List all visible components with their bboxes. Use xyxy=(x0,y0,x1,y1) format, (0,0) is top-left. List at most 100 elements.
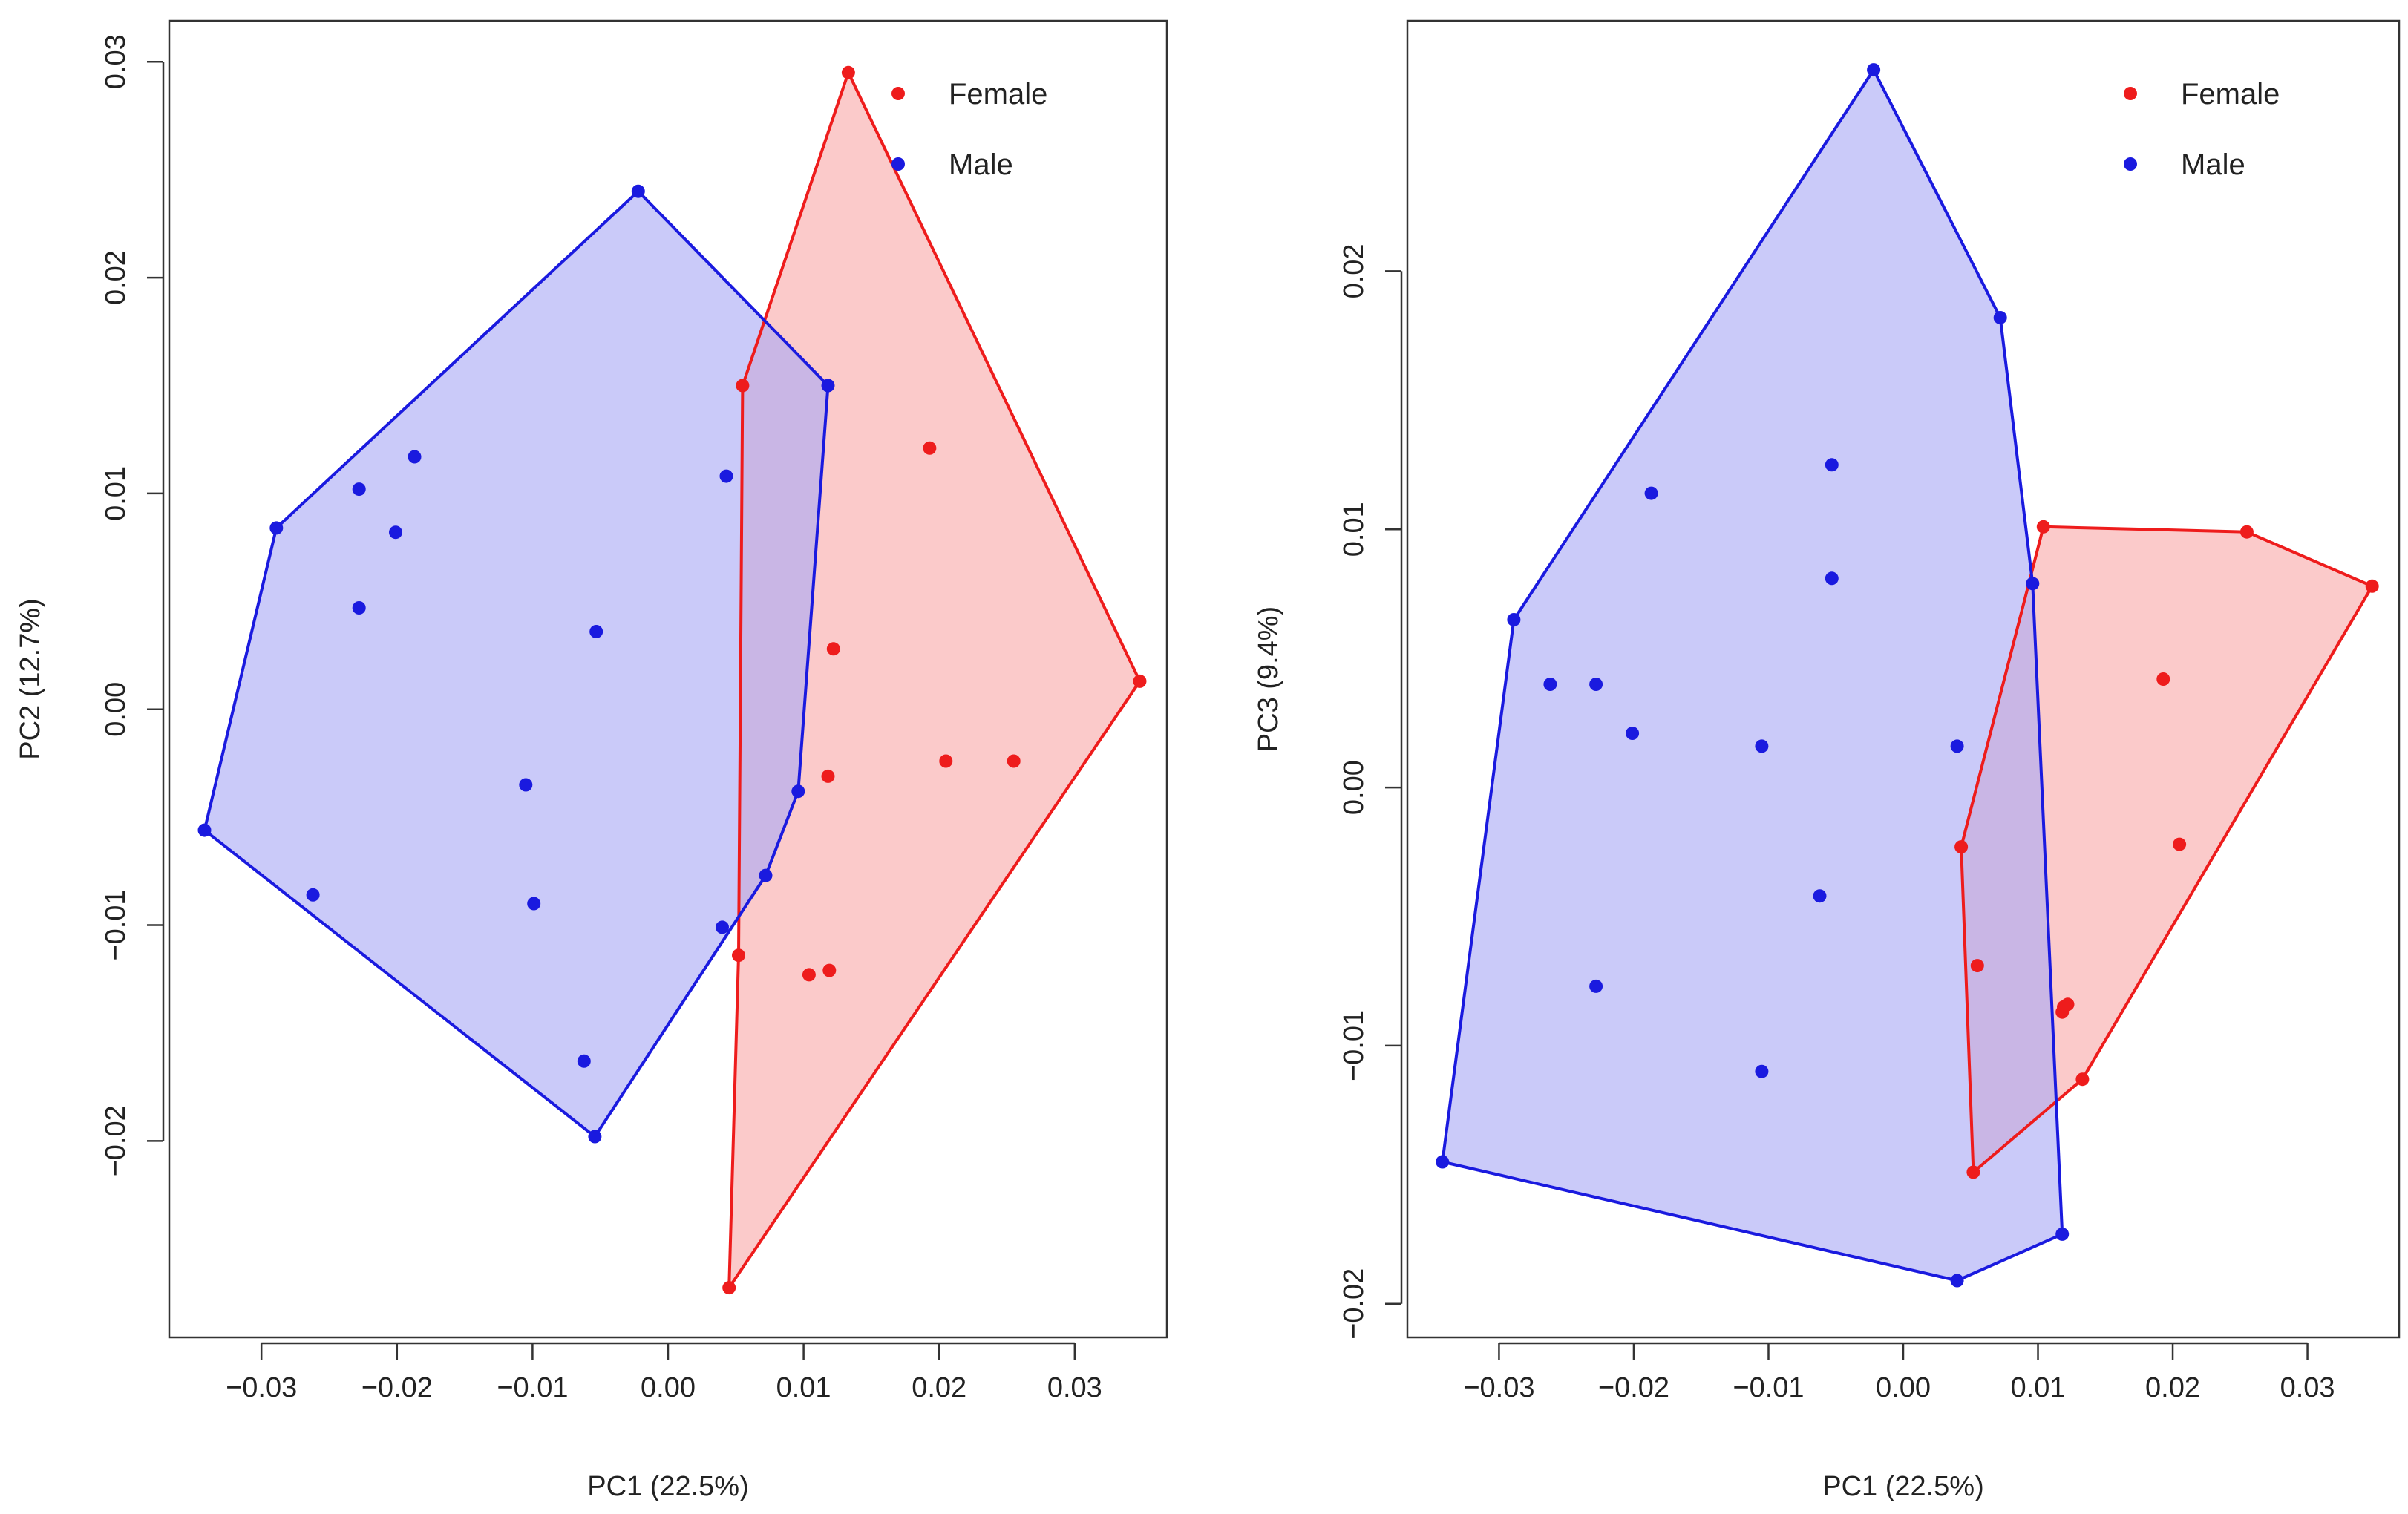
p1-female-point xyxy=(1133,674,1147,688)
p1-male-point xyxy=(527,897,541,911)
p1-male-point xyxy=(719,469,733,483)
p1-male-point xyxy=(519,778,533,792)
p2-x-tick-label: 0.00 xyxy=(1876,1372,1931,1403)
p2-male-hull-outline xyxy=(1441,68,2064,1282)
p1-female-point xyxy=(826,642,840,656)
p2-y-tick-label: 0.00 xyxy=(1338,760,1370,815)
p1-legend-female-label: Female xyxy=(949,78,1047,111)
p1-male-point xyxy=(791,784,805,799)
p1-female-point xyxy=(923,441,937,455)
p1-y-tick-label: −0.01 xyxy=(100,889,131,960)
p2-legend-female-marker xyxy=(2124,87,2137,100)
p2-male-point xyxy=(1950,739,1964,753)
p2-male-point xyxy=(1543,678,1557,691)
p2-y-tick-label: 0.01 xyxy=(1338,502,1370,557)
p1-x-tick-label: −0.02 xyxy=(361,1372,433,1403)
p1-female-point xyxy=(736,378,750,393)
p1-y-tick-label: 0.02 xyxy=(100,250,131,305)
p1-legend-male-marker xyxy=(891,157,905,171)
p2-y-tick-label: 0.02 xyxy=(1338,243,1370,298)
p2-female-point xyxy=(2239,525,2254,539)
p1-male-point xyxy=(588,1130,602,1144)
p1-male-point xyxy=(269,521,284,535)
p2-male-point xyxy=(1755,739,1769,753)
p1-plot-frame xyxy=(168,19,1168,1339)
p1-male-point xyxy=(631,184,645,198)
p1-male-point xyxy=(389,525,402,540)
p2-female-point xyxy=(2055,1005,2070,1019)
p1-female-point xyxy=(802,968,816,982)
p1-x-axis-label: PC1 (22.5%) xyxy=(587,1471,749,1502)
p2-male-point xyxy=(1626,727,1640,740)
p1-y-tick-label: −0.02 xyxy=(100,1105,131,1176)
p2-x-tick-label: −0.01 xyxy=(1733,1372,1804,1403)
pc1-vs-pc3-panel: −0.03 −0.02 −0.01 0.00 0.01 0.02 0.03 PC1 (22.5… xyxy=(1253,19,2401,1502)
p1-female-point xyxy=(722,1281,736,1295)
p1-y-tick-label: 0.03 xyxy=(100,34,131,89)
p2-male-point xyxy=(1644,486,1658,500)
p2-legend-male-marker xyxy=(2124,157,2137,171)
p2-x-tick-label: 0.03 xyxy=(2280,1372,2335,1403)
p1-male-point xyxy=(716,920,729,934)
p1-male-point xyxy=(306,888,320,902)
p1-male-point xyxy=(821,378,835,393)
p2-male-hull-fill xyxy=(1442,70,2063,1281)
p2-female-point xyxy=(2173,837,2187,851)
p2-legend-female-label: Female xyxy=(2181,78,2280,111)
p2-female-point xyxy=(2036,520,2050,534)
p1-female-point xyxy=(939,754,953,768)
p2-male-point xyxy=(1589,979,1603,993)
p2-y-tick-label: −0.02 xyxy=(1338,1268,1370,1340)
p2-legend-male-label: Male xyxy=(2181,148,2245,181)
p1-x-tick-label: 0.00 xyxy=(641,1372,696,1403)
p2-female-point xyxy=(2075,1072,2090,1087)
p1-male-hull-fill xyxy=(204,191,828,1137)
p2-male-point xyxy=(2026,577,2040,591)
p1-x-tick-label: 0.02 xyxy=(912,1372,966,1403)
p1-male-point xyxy=(352,482,366,497)
p1-male-hull-outline xyxy=(203,189,830,1138)
p2-male-point xyxy=(1950,1274,1964,1288)
p1-y-axis-label: PC2 (12.7%) xyxy=(15,598,46,760)
p2-male-point xyxy=(2055,1227,2070,1241)
p1-female-point xyxy=(822,963,837,977)
p2-male-point xyxy=(1436,1155,1450,1169)
p2-x-tick-label: 0.02 xyxy=(2145,1372,2200,1403)
p1-x-tick-label: 0.03 xyxy=(1047,1372,1102,1403)
p2-male-point xyxy=(1993,311,2007,324)
p1-x-tick-label: −0.03 xyxy=(226,1372,297,1403)
p2-female-point xyxy=(1970,959,1984,973)
p2-y-tick-label: −0.01 xyxy=(1338,1010,1370,1081)
p1-y-tick-label: 0.01 xyxy=(100,466,131,521)
p1-male-point xyxy=(197,823,212,837)
p1-female-point xyxy=(1007,754,1021,768)
p1-male-point xyxy=(759,868,773,882)
p2-y-axis-label: PC3 (9.4%) xyxy=(1253,606,1284,752)
p2-male-point xyxy=(1867,63,1881,77)
p2-male-point xyxy=(1825,458,1839,472)
p2-x-axis-label: PC1 (22.5%) xyxy=(1822,1471,1984,1502)
p2-female-point xyxy=(1954,840,1969,854)
p1-female-hull-outline xyxy=(727,71,1142,1290)
p1-x-tick-label: −0.01 xyxy=(497,1372,568,1403)
p1-male-point xyxy=(589,625,603,638)
p2-female-point xyxy=(1966,1165,1980,1179)
p2-male-point xyxy=(1755,1064,1769,1078)
p2-x-tick-label: −0.03 xyxy=(1463,1372,1534,1403)
p1-female-point xyxy=(821,769,835,783)
p2-female-point xyxy=(2156,672,2170,686)
pc1-vs-pc2-panel: −0.03 −0.02 −0.01 0.00 0.01 0.02 0.03 PC1 (22.5… xyxy=(15,19,1168,1502)
p2-plot-frame xyxy=(1406,19,2401,1339)
p2-male-point xyxy=(1813,889,1827,903)
p1-female-point xyxy=(732,948,745,963)
p1-female-hull-fill xyxy=(729,72,1140,1288)
p1-male-point xyxy=(408,450,422,464)
p2-female-point xyxy=(2365,579,2379,593)
p1-legend-male-label: Male xyxy=(949,148,1013,181)
p2-male-point xyxy=(1507,613,1521,626)
p2-x-tick-label: 0.01 xyxy=(2011,1372,2066,1403)
p2-x-tick-label: −0.02 xyxy=(1598,1372,1669,1403)
p2-male-point xyxy=(1589,678,1603,691)
p1-female-point xyxy=(841,65,855,79)
